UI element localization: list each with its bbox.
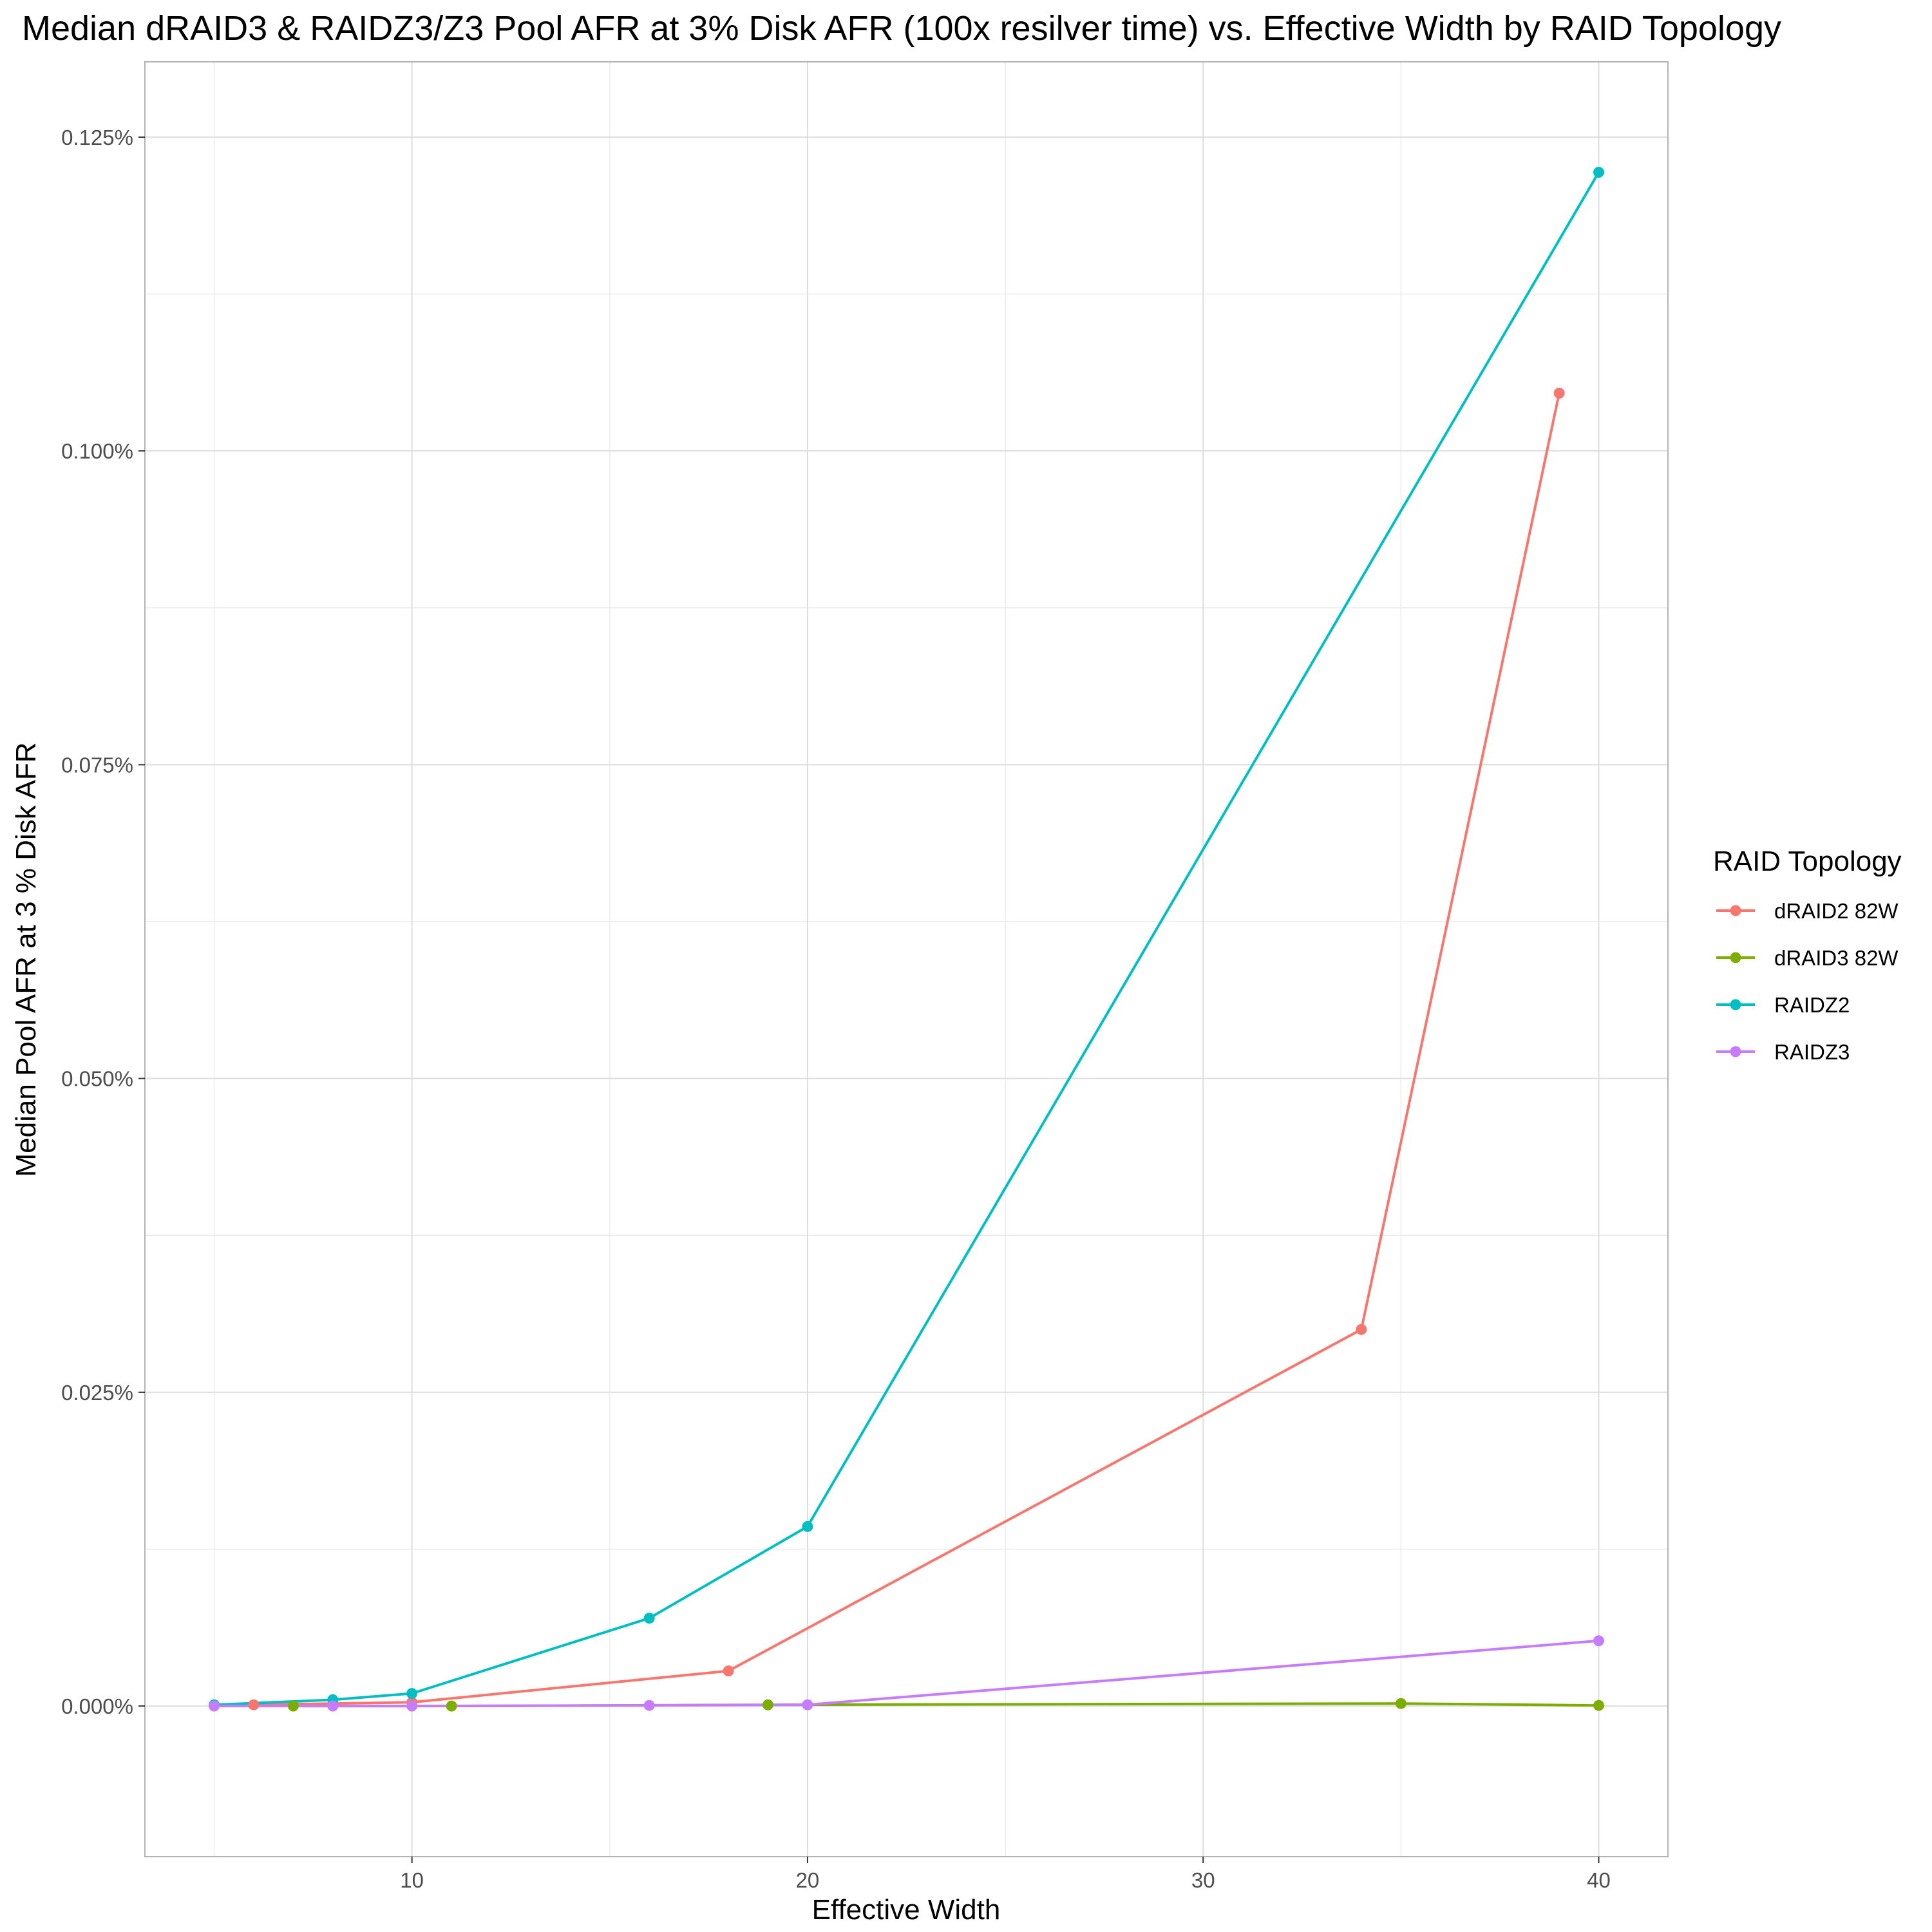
x-tick-label: 20 xyxy=(796,1868,820,1892)
data-point xyxy=(1593,1700,1604,1711)
legend-label: dRAID2 82W xyxy=(1774,899,1899,923)
legend-label: dRAID3 82W xyxy=(1774,946,1899,970)
y-tick-label: 0.000% xyxy=(61,1694,133,1718)
data-point xyxy=(643,1700,655,1711)
chart-title: Median dRAID3 & RAIDZ3/Z3 Pool AFR at 3%… xyxy=(22,9,1781,48)
series-points xyxy=(209,167,1604,1712)
y-tick-label: 0.125% xyxy=(61,126,133,149)
data-point xyxy=(1553,388,1565,399)
data-point xyxy=(248,1699,260,1710)
data-point xyxy=(802,1520,813,1532)
legend-key-point xyxy=(1730,999,1741,1010)
data-point xyxy=(1356,1323,1367,1335)
data-point xyxy=(209,1700,220,1712)
data-point xyxy=(327,1700,339,1712)
data-point xyxy=(762,1699,773,1710)
y-axis-title: Median Pool AFR at 3 % Disk AFR xyxy=(10,743,42,1177)
data-point xyxy=(406,1700,418,1712)
plot-panel xyxy=(145,62,1668,1857)
data-point xyxy=(643,1613,655,1624)
series-line xyxy=(214,171,1600,1707)
y-tick-label: 0.100% xyxy=(61,439,133,463)
x-axis: 10 20 30 40 xyxy=(400,1857,1611,1892)
data-point xyxy=(723,1665,734,1677)
legend: RAID Topology dRAID2 82W dRAID3 82W RAIDZ2… xyxy=(1713,846,1902,1064)
major-gridlines xyxy=(145,62,1668,1857)
data-point xyxy=(406,1688,418,1700)
x-tick-label: 10 xyxy=(400,1868,424,1892)
minor-gridlines xyxy=(145,62,1668,1857)
data-point xyxy=(1593,1635,1604,1647)
y-axis: 0.000% 0.025% 0.050% 0.075% 0.100% 0.125% xyxy=(61,126,145,1718)
legend-title: RAID Topology xyxy=(1713,846,1902,877)
legend-key-point xyxy=(1730,1046,1741,1057)
x-tick-label: 40 xyxy=(1587,1868,1611,1892)
y-tick-label: 0.050% xyxy=(61,1067,133,1091)
y-tick-label: 0.025% xyxy=(61,1381,133,1405)
y-tick-label: 0.075% xyxy=(61,753,133,777)
data-point xyxy=(1593,167,1604,178)
data-point xyxy=(802,1699,813,1710)
legend-key-point xyxy=(1730,952,1741,963)
series-line xyxy=(214,1639,1599,1708)
data-point xyxy=(287,1700,299,1712)
plot-border xyxy=(144,61,1669,1857)
x-axis-title: Effective Width xyxy=(812,1894,1001,1926)
legend-key-point xyxy=(1730,905,1741,916)
legend-label: RAIDZ2 xyxy=(1774,993,1850,1017)
legend-label: RAIDZ3 xyxy=(1774,1040,1850,1064)
x-tick-label: 30 xyxy=(1191,1868,1215,1892)
data-point xyxy=(446,1700,457,1712)
data-point xyxy=(1395,1698,1406,1709)
